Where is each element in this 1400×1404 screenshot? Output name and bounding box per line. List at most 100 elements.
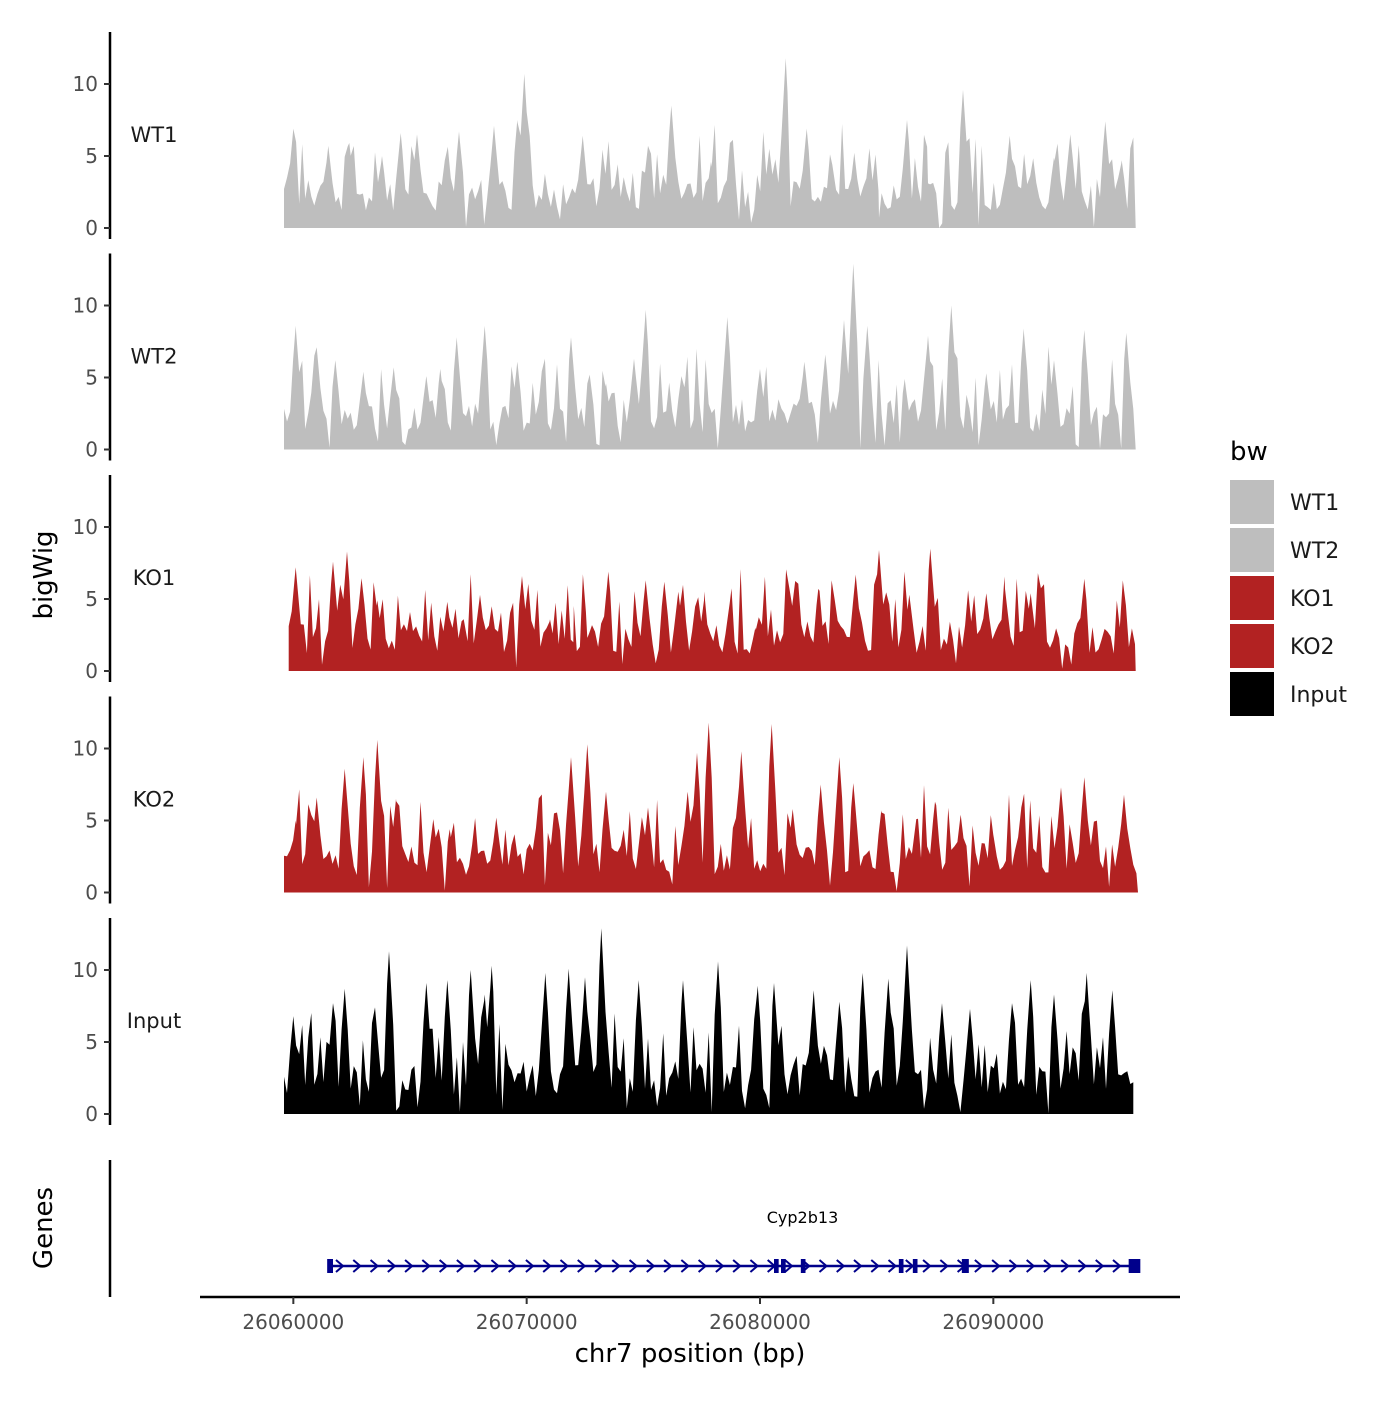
y-tick-label: 0 [85,659,98,683]
strand-arrow [939,1259,949,1273]
legend-swatch-ko2 [1230,624,1274,668]
strand-arrow [1026,1259,1036,1273]
strand-arrow [542,1259,552,1273]
strand-arrow [1112,1259,1122,1273]
strand-arrow [922,1259,932,1273]
strand-arrow [404,1259,414,1273]
track-label: KO1 [133,566,176,590]
legend-title: bw [1230,437,1268,467]
legend-label-ko2: KO2 [1290,635,1335,660]
strand-arrow [749,1259,759,1273]
x-tick-label: 26080000 [709,1310,811,1334]
strand-arrow [352,1259,362,1273]
track-label: WT1 [131,123,178,147]
y-tick-label: 0 [85,881,98,905]
y-tick-label: 10 [73,294,98,318]
y-tick-label: 10 [73,958,98,982]
strand-arrow [680,1259,690,1273]
strand-arrow [732,1259,742,1273]
strand-arrow [559,1259,570,1273]
strand-arrow [905,1259,915,1273]
y-tick-label: 5 [85,809,98,833]
exon-block [800,1259,806,1273]
genes-axis-title: Genes [29,1187,59,1269]
y-tick-label: 0 [85,1102,98,1126]
track-ko2: 0 5 10 KO2 [73,696,1138,905]
y-tick-label: 5 [85,1030,98,1054]
x-axis: 26060000 26070000 26080000 26090000 [200,1295,1180,1334]
signal-area-wt2 [284,263,1136,450]
strand-arrow [335,1259,345,1273]
strand-arrow [508,1259,518,1273]
tracks-layer: 0 5 10 WT1 0 5 10 WT2 0 5 10 KO1 0 5 10 KO2 0 5 10 Input [73,32,1138,1126]
strand-arrow [836,1259,846,1273]
track-wt2: 0 5 10 WT2 [73,253,1136,462]
strand-arrow [1060,1259,1070,1273]
gene-track: Cyp2b13 [108,1160,1141,1297]
y-tick-label: 0 [85,438,98,462]
strand-arrow [715,1259,725,1273]
exon-block [961,1259,969,1273]
strand-arrow [438,1259,449,1273]
y-axis-title: bigWig [29,530,59,619]
legend-swatch-wt1 [1230,480,1274,524]
signal-area-wt1 [284,58,1136,228]
signal-area-input [284,928,1134,1114]
strand-arrow [1008,1259,1018,1273]
exon-block [1128,1259,1141,1273]
legend-label-wt1: WT1 [1290,491,1339,516]
strand-arrow [663,1259,673,1273]
strand-arrow [456,1259,466,1273]
strand-arrow [369,1259,380,1273]
strand-arrow [784,1259,794,1273]
strand-arrow [490,1259,500,1273]
legend-label-wt2: WT2 [1290,539,1339,564]
exon-block [327,1259,333,1273]
strand-arrow [853,1259,863,1273]
exon-block [912,1259,918,1273]
track-label: Input [127,1009,181,1033]
x-tick-label: 26060000 [242,1310,344,1334]
exon-block [898,1259,904,1273]
y-tick-label: 0 [85,216,98,240]
strand-arrow [887,1259,898,1273]
y-tick-label: 5 [85,587,98,611]
strand-arrow [1043,1259,1053,1273]
exon-block [774,1259,779,1273]
strand-arrow [818,1259,829,1273]
strand-arrow [628,1259,639,1273]
x-tick-label: 26090000 [942,1310,1044,1334]
y-tick-label: 5 [85,366,98,390]
legend: bw WT1 WT2 KO1 KO2 Input [1230,437,1347,716]
strand-arrow [1095,1259,1105,1273]
x-axis-title: chr7 position (bp) [575,1339,806,1369]
track-input: 0 5 10 Input [73,918,1134,1126]
strand-arrow [387,1259,397,1273]
strand-arrow [525,1259,535,1273]
y-tick-label: 5 [85,144,98,168]
strand-arrow [991,1259,1001,1273]
exon-block [781,1259,786,1273]
strand-arrow [473,1259,483,1273]
legend-swatch-ko1 [1230,576,1274,620]
legend-swatch-input [1230,672,1274,716]
strand-arrow [577,1259,587,1273]
strand-arrow [1077,1259,1088,1273]
strand-arrow [870,1259,880,1273]
gene-label: Cyp2b13 [767,1208,839,1227]
track-ko1: 0 5 10 KO1 [73,475,1136,683]
track-label: KO2 [133,788,176,812]
legend-label-input: Input [1290,683,1347,708]
y-tick-label: 10 [73,737,98,761]
strand-arrow [974,1259,984,1273]
legend-label-ko1: KO1 [1290,587,1335,612]
track-wt1: 0 5 10 WT1 [73,32,1136,240]
strand-arrow [697,1259,708,1273]
strand-arrow [594,1259,604,1273]
legend-swatch-wt2 [1230,528,1274,572]
strand-arrow [646,1259,656,1273]
signal-area-ko1 [288,548,1136,671]
track-label: WT2 [131,345,178,369]
